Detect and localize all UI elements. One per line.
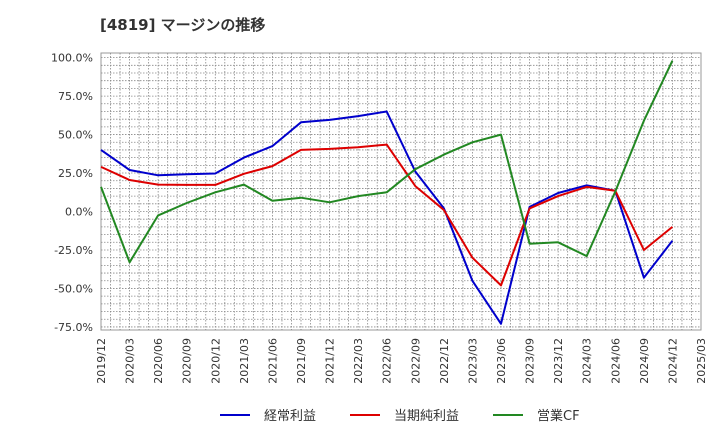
- x-tick-label: 2024/12: [666, 338, 679, 384]
- y-tick-label: -50.0%: [54, 282, 93, 295]
- x-tick-label: 2021/06: [266, 338, 279, 384]
- plot-area: [100, 52, 702, 331]
- chart-title: [4819] マージンの推移: [100, 16, 266, 34]
- x-tick-label: 2023/03: [466, 338, 479, 384]
- x-tick-label: 2024/03: [581, 338, 594, 384]
- x-tick-label: 2020/12: [209, 338, 222, 384]
- x-tick-label: 2021/12: [324, 338, 337, 384]
- x-tick-label: 2020/09: [181, 338, 194, 384]
- y-tick-label: 50.0%: [58, 129, 93, 142]
- y-tick-label: 0.0%: [65, 206, 93, 219]
- series-line-3: [100, 60, 674, 264]
- x-tick-label: 2024/09: [638, 338, 651, 384]
- x-tick-label: 2025/03: [695, 338, 708, 384]
- series-line-2: [100, 143, 674, 287]
- y-tick-label: -75.0%: [54, 321, 93, 334]
- x-tick-label: 2022/09: [409, 338, 422, 384]
- series-line-1: [100, 110, 674, 325]
- x-tick-label: 2022/03: [352, 338, 365, 384]
- y-tick-label: 75.0%: [58, 90, 93, 103]
- x-tick-label: 2023/09: [524, 338, 537, 384]
- legend-label: 当期純利益: [394, 409, 459, 424]
- legend-label: 経常利益: [264, 409, 316, 424]
- y-tick-label: 100.0%: [51, 52, 93, 65]
- legend-label: 営業CF: [537, 408, 580, 424]
- x-tick-label: 2020/03: [124, 338, 137, 384]
- y-grid-lines: [101, 57, 701, 328]
- y-tick-label: -25.0%: [54, 244, 93, 257]
- x-tick-label: 2023/06: [495, 338, 508, 384]
- x-tick-label: 2021/03: [238, 338, 251, 384]
- x-tick-label: 2020/06: [152, 338, 165, 384]
- x-tick-label: 2021/09: [295, 338, 308, 384]
- x-tick-label: 2019/12: [95, 338, 108, 384]
- x-tick-label: 2023/12: [552, 338, 565, 384]
- y-tick-label: 25.0%: [58, 167, 93, 180]
- x-tick-label: 2024/06: [609, 338, 622, 384]
- x-tick-label: 2022/06: [381, 338, 394, 384]
- x-tick-label: 2022/12: [438, 338, 451, 384]
